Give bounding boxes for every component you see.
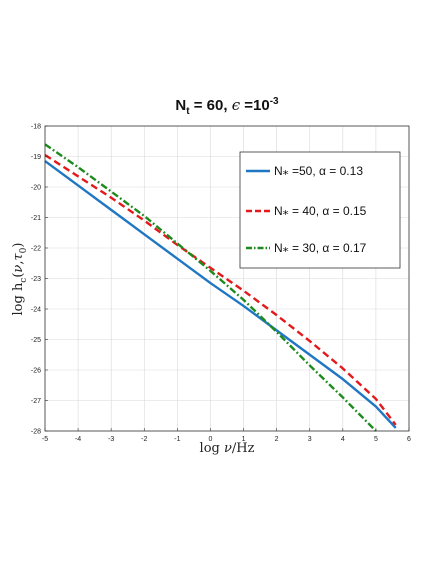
y-tick-label: -27 <box>31 398 41 405</box>
y-tick-label: -26 <box>31 368 41 375</box>
y-tick-label: -23 <box>31 276 41 283</box>
y-tick-label: -28 <box>31 429 41 436</box>
y-tick-label: -22 <box>31 246 41 253</box>
x-tick-label: -2 <box>141 436 147 443</box>
y-tick-label: -24 <box>31 307 41 314</box>
x-tick-label: -3 <box>108 436 114 443</box>
y-tick-label: -21 <box>31 215 41 222</box>
legend-label-1: N⁎ =50, α = 0.13 <box>274 164 363 178</box>
y-tick-label: -25 <box>31 337 41 344</box>
x-tick-label: 1 <box>242 436 246 443</box>
series-line-3 <box>44 143 377 432</box>
axis-ticks: -5 -4 -3 -2 -1 0 1 2 3 4 5 6 -18 -19 -20 -21 -22 -23 -24 -2… <box>31 124 411 444</box>
title-epsilon: ϵ <box>232 96 241 114</box>
x-tick-label: 4 <box>341 436 345 443</box>
title-sub-t: t <box>186 106 190 117</box>
y-tick-label: -19 <box>31 154 41 161</box>
x-tick-label: 3 <box>308 436 312 443</box>
x-axis-label: log ν/Hz <box>200 441 255 456</box>
x-tick-label: 6 <box>407 436 411 443</box>
x-tick-label: -1 <box>174 436 180 443</box>
x-tick-label: 0 <box>209 436 213 443</box>
legend: N⁎ =50, α = 0.13 N⁎ = 40, α = 0.15 N⁎ = … <box>239 151 401 269</box>
x-tick-label: -5 <box>42 436 48 443</box>
chart-title: Nt = 60, ϵ =10-3 <box>175 96 279 117</box>
title-eq2: =10 <box>240 97 270 114</box>
y-tick-label: -20 <box>31 185 41 192</box>
title-n: N <box>175 97 186 114</box>
legend-label-3: N⁎ = 30, α = 0.17 <box>274 241 367 255</box>
x-tick-label: -4 <box>75 436 81 443</box>
y-tick-label: -18 <box>31 124 41 131</box>
legend-label-2: N⁎ = 40, α = 0.15 <box>274 204 367 218</box>
series-line-2 <box>44 153 397 426</box>
title-eq: = 60, <box>190 97 232 114</box>
y-axis-label: log hc(ν,τ0) <box>11 243 29 316</box>
series-line-1 <box>44 160 397 429</box>
x-tick-label: 5 <box>374 436 378 443</box>
x-tick-label: 2 <box>275 436 279 443</box>
title-exp: -3 <box>270 96 279 107</box>
series-layer <box>44 143 397 432</box>
